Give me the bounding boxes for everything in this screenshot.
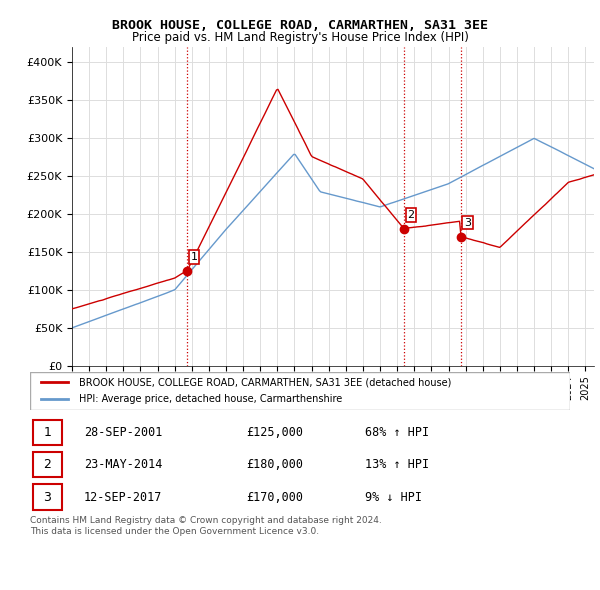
Text: BROOK HOUSE, COLLEGE ROAD, CARMARTHEN, SA31 3EE (detached house): BROOK HOUSE, COLLEGE ROAD, CARMARTHEN, S… <box>79 378 451 388</box>
Text: 68% ↑ HPI: 68% ↑ HPI <box>365 425 429 439</box>
Text: £170,000: £170,000 <box>246 490 303 504</box>
Text: 13% ↑ HPI: 13% ↑ HPI <box>365 458 429 471</box>
Text: Contains HM Land Registry data © Crown copyright and database right 2024.
This d: Contains HM Land Registry data © Crown c… <box>30 516 382 536</box>
FancyBboxPatch shape <box>33 452 62 477</box>
Text: £180,000: £180,000 <box>246 458 303 471</box>
Text: 23-MAY-2014: 23-MAY-2014 <box>84 458 163 471</box>
Text: BROOK HOUSE, COLLEGE ROAD, CARMARTHEN, SA31 3EE: BROOK HOUSE, COLLEGE ROAD, CARMARTHEN, S… <box>112 19 488 32</box>
FancyBboxPatch shape <box>33 419 62 445</box>
Text: £125,000: £125,000 <box>246 425 303 439</box>
Text: 2: 2 <box>407 210 415 220</box>
Text: 3: 3 <box>464 218 471 228</box>
Text: 3: 3 <box>43 490 51 504</box>
Text: 1: 1 <box>43 425 51 439</box>
Text: 9% ↓ HPI: 9% ↓ HPI <box>365 490 422 504</box>
Text: 1: 1 <box>191 252 198 262</box>
Text: 12-SEP-2017: 12-SEP-2017 <box>84 490 163 504</box>
Text: Price paid vs. HM Land Registry's House Price Index (HPI): Price paid vs. HM Land Registry's House … <box>131 31 469 44</box>
Text: 28-SEP-2001: 28-SEP-2001 <box>84 425 163 439</box>
Text: HPI: Average price, detached house, Carmarthenshire: HPI: Average price, detached house, Carm… <box>79 394 342 404</box>
Text: 2: 2 <box>43 458 51 471</box>
FancyBboxPatch shape <box>33 484 62 510</box>
FancyBboxPatch shape <box>30 372 570 410</box>
